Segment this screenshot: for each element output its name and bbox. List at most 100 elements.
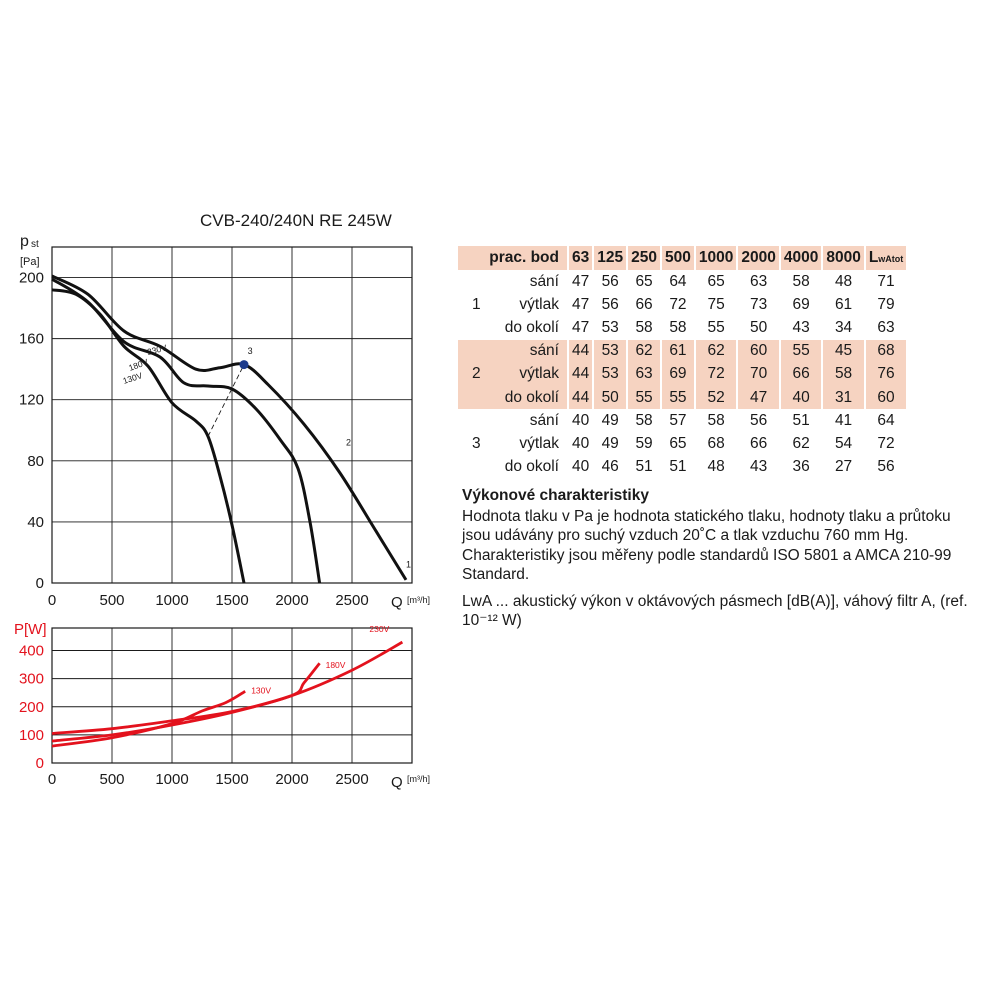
table-cell: 63 [864,316,909,340]
table-cell: 72 [694,362,739,386]
row-label: výtlak [519,434,559,452]
chart-title: CVB-240/240N RE 245W [200,211,392,230]
x-tick-label: 1000 [155,592,188,609]
y-axis-label: p [20,233,29,250]
table-cell: 70 [737,362,781,386]
row-label-cell: 3 výtlak [458,432,569,456]
table-cell: 63 [627,362,662,386]
row-label-cell: sání [458,270,569,294]
row-label: výtlak [519,365,559,383]
x-tick-label: 1000 [155,771,188,788]
work-point-number: 1 [472,295,481,313]
table-cell: 63 [737,270,781,294]
row-label: do okolí [504,318,559,336]
noise-table: prac. bod 63 125 250 500 1000 2000 4000 8000 LwAt… [458,246,909,479]
table-cell: 58 [627,316,662,340]
power-series-label-180v: 180V [326,660,346,670]
table-cell: 51 [661,455,696,479]
table-cell: 50 [737,316,781,340]
table-cell: 48 [694,455,739,479]
header-freq-2000: 2000 [737,246,781,270]
table-row: sání 44 53 62 61 62 60 55 45 68 [458,339,909,363]
table-cell: 53 [593,316,629,340]
table-cell: 43 [737,455,781,479]
pressure-chart: 0 500 1000 1500 2000 2500 0 40 80 120 160 200 p st [Pa… [19,233,430,611]
table-cell: 43 [779,316,824,340]
description: Výkonové charakteristiky Hodnota tlaku v… [462,486,982,638]
table-row: sání 40 49 58 57 58 56 51 41 64 [458,409,909,433]
table-header-row: prac. bod 63 125 250 500 1000 2000 4000 8000 LwAt… [458,246,909,270]
table-cell: 41 [822,409,866,433]
table-cell: 27 [822,455,866,479]
table-cell: 52 [694,385,739,410]
table-cell: 62 [779,432,824,456]
table-cell: 53 [593,362,629,386]
table-cell: 40 [568,455,595,479]
row-label-cell: 2 výtlak [458,362,569,386]
performance-charts: CVB-240/240N RE 245W 0 500 1000 1500 2000 250… [14,211,430,791]
table-cell: 48 [822,270,866,294]
description-title: Výkonové charakteristiky [462,487,649,504]
row-label: sání [529,272,559,290]
power-series-label-130v: 130V [251,685,271,695]
table-cell: 58 [822,362,866,386]
pressure-curve-230v [51,274,408,581]
header-lwatot-main: L [868,249,879,266]
table-cell: 69 [661,362,696,386]
row-label-cell: 1 výtlak [458,293,569,317]
table-cell: 50 [593,385,629,410]
x-tick-label: 2000 [275,592,308,609]
table-cell: 62 [694,339,739,363]
table-cell: 53 [593,339,629,363]
header-freq-250: 250 [627,246,662,270]
table-cell: 47 [568,293,595,317]
table-cell: 56 [737,409,781,433]
header-freq-8000: 8000 [822,246,866,270]
table-cell: 61 [661,339,696,363]
y-tick-label: 80 [27,453,44,470]
power-curve-180v [51,662,321,743]
table-cell: 66 [737,432,781,456]
row-label: sání [529,411,559,429]
row-label-cell: do okolí [458,316,569,340]
table-row: 1 výtlak 47 56 66 72 75 73 69 61 79 [458,293,909,317]
x-axis-label: Q [391,594,403,611]
y-tick-label: 200 [19,270,44,287]
x-tick-label: 500 [99,592,124,609]
row-label: výtlak [519,295,559,313]
table-cell: 55 [627,385,662,410]
table-cell: 72 [864,432,909,456]
table-cell: 65 [694,270,739,294]
header-freq-500: 500 [661,246,696,270]
y-tick-label: 120 [19,392,44,409]
x-axis-label: Q [391,774,403,791]
row-label: do okolí [504,388,559,406]
x-tick-label: 500 [99,771,124,788]
table-cell: 46 [593,455,629,479]
table-cell: 60 [864,385,909,410]
series-label-230v: 230V [146,342,168,357]
table-cell: 49 [593,409,629,433]
table-cell: 65 [661,432,696,456]
table-cell: 56 [593,293,629,317]
table-cell: 62 [627,339,662,363]
table-cell: 36 [779,455,824,479]
table-cell: 55 [661,385,696,410]
header-freq-63: 63 [568,246,595,270]
row-label-cell: sání [458,339,569,363]
table-row: 3 výtlak 40 49 59 65 68 66 62 54 72 [458,432,909,456]
header-lwatot: LwAtot [864,246,909,270]
curve-label-3: 3 [248,346,253,356]
y-tick-label: 300 [19,671,44,688]
table-cell: 44 [568,339,595,363]
table-cell: 51 [627,455,662,479]
table-cell: 58 [661,316,696,340]
table-cell: 44 [568,362,595,386]
table-cell: 73 [737,293,781,317]
pressure-curve-180v [51,277,322,584]
row-label: sání [529,342,559,360]
row-label: do okolí [504,458,559,476]
table-cell: 79 [864,293,909,317]
x-tick-label: 2500 [335,592,368,609]
table-cell: 57 [661,409,696,433]
